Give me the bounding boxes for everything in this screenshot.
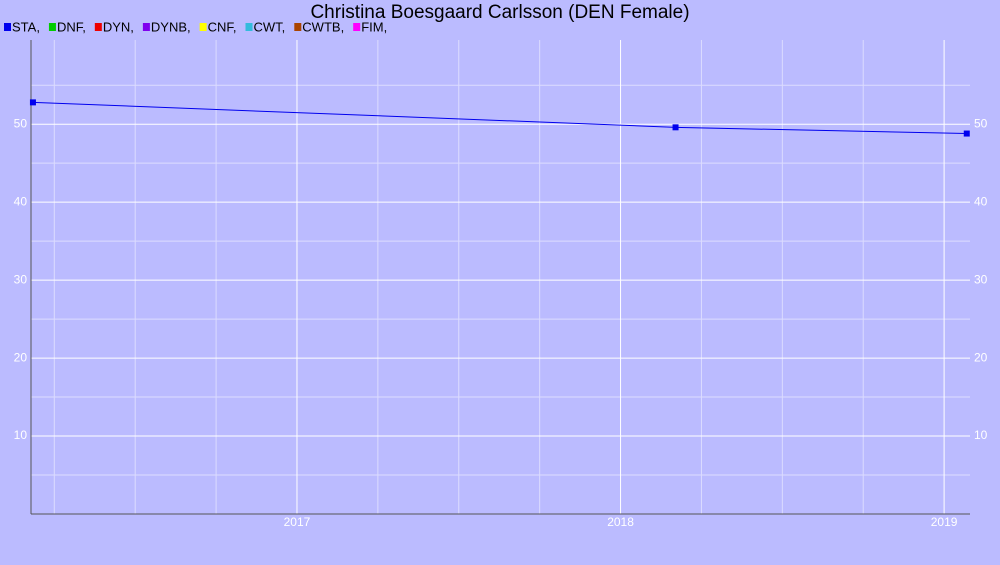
- legend-label: DNF,: [57, 19, 86, 34]
- point: [29, 99, 36, 106]
- y-tick-label: 20: [14, 350, 28, 364]
- y-tick-label-right: 10: [974, 428, 988, 442]
- legend-swatch: [199, 23, 207, 31]
- legend-label: FIM,: [361, 19, 387, 34]
- legend-swatch: [142, 23, 150, 31]
- legend-label: DYN,: [103, 19, 134, 34]
- y-tick-label-right: 40: [974, 194, 988, 208]
- x-tick-label: 2017: [284, 515, 311, 529]
- y-tick-label: 10: [14, 428, 28, 442]
- legend-label: CNF,: [208, 19, 237, 34]
- legend-label: CWT,: [254, 19, 286, 34]
- y-tick-label-right: 50: [974, 116, 988, 130]
- legend-swatch: [294, 23, 302, 31]
- y-tick-label: 40: [14, 194, 28, 208]
- chart-title: Christina Boesgaard Carlsson (DEN Female…: [310, 2, 689, 23]
- legend-swatch: [353, 23, 361, 31]
- x-tick-label: 2018: [607, 515, 634, 529]
- y-tick-label-right: 30: [974, 272, 988, 286]
- legend-swatch: [4, 23, 11, 31]
- point: [963, 130, 970, 137]
- legend-swatch: [245, 23, 253, 31]
- y-tick-label: 50: [14, 116, 28, 130]
- legend-label: STA,: [12, 19, 40, 34]
- legend-label: CWTB,: [302, 19, 344, 34]
- y-tick-label: 30: [14, 272, 28, 286]
- y-tick-label-right: 20: [974, 350, 988, 364]
- point: [672, 124, 679, 131]
- legend-swatch: [94, 23, 102, 31]
- legend-label: DYNB,: [151, 19, 191, 34]
- legend-swatch: [48, 23, 56, 31]
- x-tick-label: 2019: [931, 515, 958, 529]
